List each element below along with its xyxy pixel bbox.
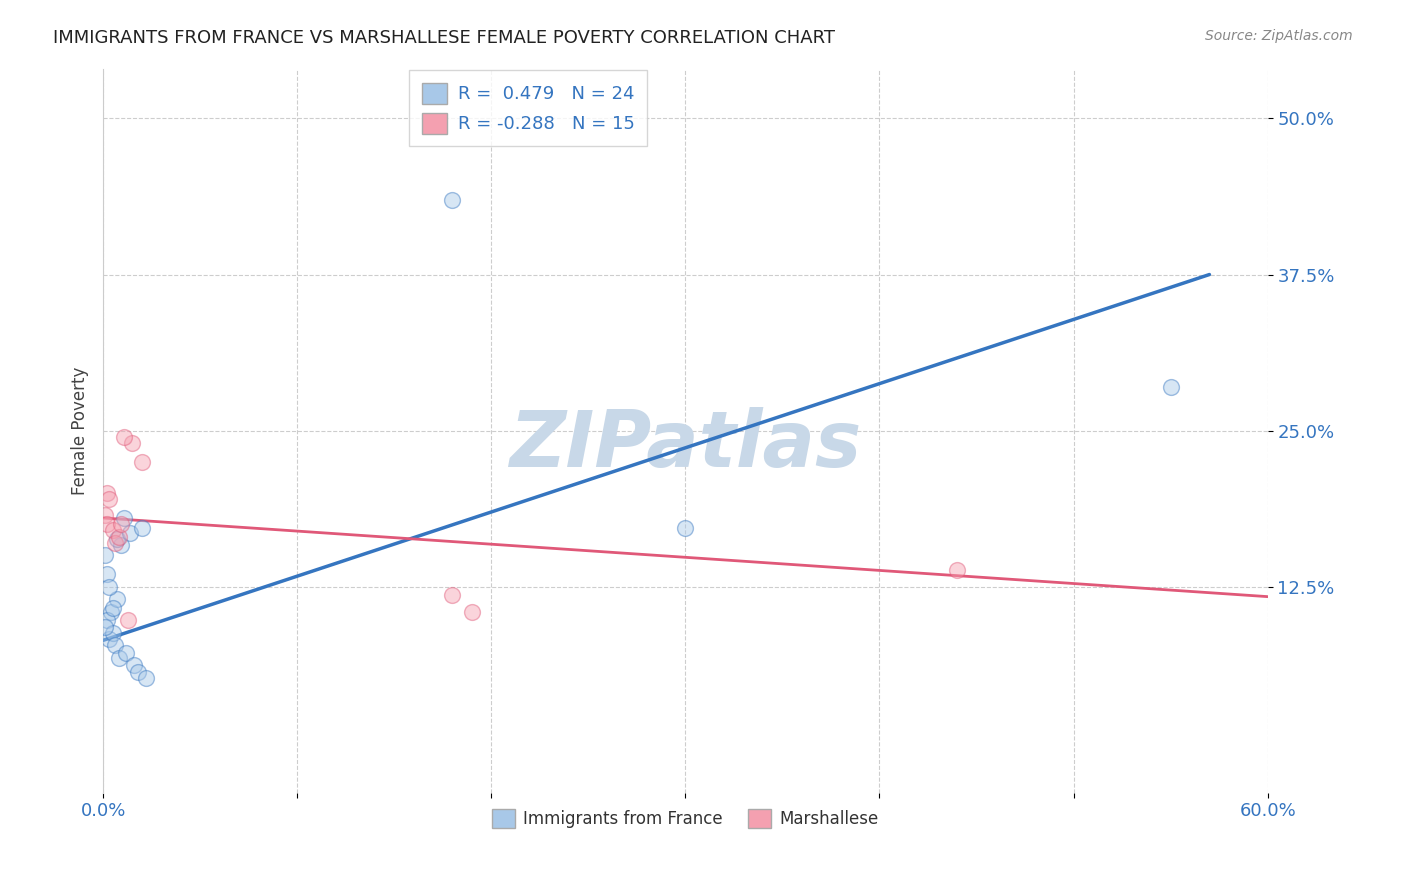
Point <box>131 521 153 535</box>
Point <box>94 508 117 523</box>
Point <box>110 517 132 532</box>
Point <box>1160 380 1182 394</box>
Point <box>96 486 118 500</box>
Text: ZIPatlas: ZIPatlas <box>509 407 862 483</box>
Point <box>127 665 149 679</box>
Point <box>104 536 127 550</box>
Text: Source: ZipAtlas.com: Source: ZipAtlas.com <box>1205 29 1353 43</box>
Point <box>101 625 124 640</box>
Point <box>94 619 117 633</box>
Point <box>107 650 129 665</box>
Y-axis label: Female Poverty: Female Poverty <box>72 367 89 495</box>
Point <box>114 430 136 444</box>
Point <box>100 605 122 619</box>
Point <box>105 532 128 546</box>
Point <box>105 592 128 607</box>
Point <box>131 455 153 469</box>
Point <box>117 613 139 627</box>
Point <box>101 600 124 615</box>
Point <box>441 588 464 602</box>
Point <box>96 567 118 582</box>
Point <box>97 580 120 594</box>
Point <box>97 492 120 507</box>
Legend: Immigrants from France, Marshallese: Immigrants from France, Marshallese <box>485 803 886 835</box>
Point <box>97 632 120 646</box>
Point <box>101 524 124 538</box>
Point <box>461 605 484 619</box>
Point <box>110 538 132 552</box>
Text: IMMIGRANTS FROM FRANCE VS MARSHALLESE FEMALE POVERTY CORRELATION CHART: IMMIGRANTS FROM FRANCE VS MARSHALLESE FE… <box>53 29 835 46</box>
Point <box>122 658 145 673</box>
Point <box>114 511 136 525</box>
Point <box>673 521 696 535</box>
Point <box>94 549 117 563</box>
Point <box>946 563 969 577</box>
Point <box>96 517 118 532</box>
Point <box>441 193 464 207</box>
Point <box>115 646 138 660</box>
Point <box>107 530 129 544</box>
Point <box>135 671 157 685</box>
Point <box>104 638 127 652</box>
Point <box>120 525 142 540</box>
Point <box>121 436 143 450</box>
Point <box>96 613 118 627</box>
